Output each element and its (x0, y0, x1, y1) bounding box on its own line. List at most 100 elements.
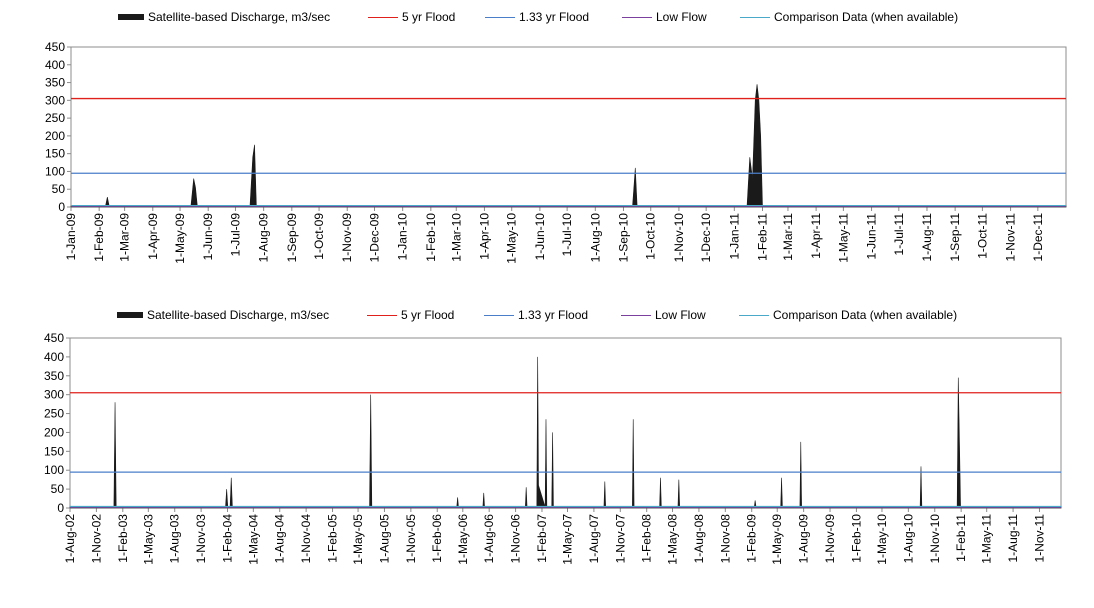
y-tick-label: 100 (45, 164, 65, 178)
legend-label-discharge: Satellite-based Discharge, m3/sec (147, 308, 330, 322)
y-tick-label: 150 (44, 444, 64, 458)
x-tick-label: 1-Feb-05 (326, 514, 340, 563)
x-tick-label: 1-Jan-10 (396, 213, 410, 261)
plot-area: 0 50 100 150 200 250 300 350 400 450 1-Jan-09 1-Feb… (45, 40, 1067, 264)
x-tick-label: 1-Aug-10 (901, 514, 915, 564)
plot-area: 0 50 100 150 200 250 300 350 400 450 1-Aug-02 1-Nov… (44, 331, 1062, 565)
legend-label-discharge: Satellite-based Discharge, m3/sec (148, 10, 331, 24)
x-tick-label: 1-Nov-10 (672, 213, 686, 263)
y-tick-label: 0 (58, 200, 65, 214)
x-tick-label: 1-Feb-06 (430, 514, 444, 563)
legend-swatch-comparison (740, 16, 770, 18)
x-tick-label: 1-Feb-03 (116, 514, 130, 563)
x-tick-label: 1-Apr-10 (477, 213, 491, 260)
chart-legend: Satellite-based Discharge, m3/sec 5 yr F… (0, 0, 1094, 30)
x-tick-label: 1-Aug-03 (168, 514, 182, 564)
x-tick-label: 1-Feb-09 (745, 514, 759, 563)
x-tick-label: 1-Aug-02 (63, 514, 77, 564)
legend-swatch-flood-5yr (368, 16, 398, 18)
legend-item-low-flow: Low Flow (621, 308, 706, 322)
y-tick-label: 200 (44, 425, 64, 439)
x-tick-label: 1-Nov-11 (1032, 514, 1046, 563)
y-tick-label: 250 (44, 407, 64, 421)
x-tick-label: 1-Feb-08 (640, 514, 654, 563)
legend-item-discharge: Satellite-based Discharge, m3/sec (117, 308, 329, 322)
legend-label-comparison: Comparison Data (when available) (773, 308, 958, 322)
legend-swatch-flood-5yr (367, 314, 397, 316)
plot-border (70, 46, 1067, 208)
legend-item-flood-133yr: 1.33 yr Flood (485, 10, 589, 24)
x-tick-label: 1-Feb-09 (92, 213, 106, 262)
x-tick-label: 1-Jul-11 (892, 213, 906, 256)
x-tick-label: 1-Sep-09 (285, 213, 299, 263)
x-tick-label: 1-Aug-09 (797, 514, 811, 564)
legend-label-low-flow: Low Flow (656, 10, 707, 24)
x-tick-label: 1-Aug-04 (273, 514, 287, 564)
x-tick-label: 1-May-10 (875, 514, 889, 565)
y-tick-label: 0 (57, 501, 64, 515)
x-tick-label: 1-May-09 (770, 514, 784, 565)
x-tick-label: 1-Oct-09 (312, 213, 326, 260)
x-tick-label: 1-Jul-09 (228, 213, 242, 257)
legend-item-flood-5yr: 5 yr Flood (368, 10, 455, 24)
y-tick-label: 350 (45, 76, 65, 90)
x-tick-label: 1-Oct-11 (975, 213, 989, 259)
chart-legend: Satellite-based Discharge, m3/sec 5 yr F… (0, 298, 1094, 328)
x-tick-label: 1-Apr-11 (809, 213, 823, 259)
x-tick-label: 1-May-09 (173, 213, 187, 264)
y-tick-label: 200 (45, 129, 65, 143)
plot-border (69, 337, 1062, 509)
x-tick-label: 1-Jun-11 (865, 213, 879, 260)
x-tick-label: 1-May-05 (351, 514, 365, 565)
y-tick-label: 400 (44, 350, 64, 364)
x-tick-label: 1-Aug-08 (692, 514, 706, 564)
legend-swatch-flood-133yr (485, 16, 515, 18)
x-tick-label: 1-Jan-09 (64, 213, 78, 261)
x-tick-label: 1-Nov-03 (194, 514, 208, 564)
legend-item-discharge: Satellite-based Discharge, m3/sec (118, 10, 330, 24)
legend-swatch-discharge (118, 14, 144, 20)
y-tick-label: 350 (44, 369, 64, 383)
x-tick-label: 1-Aug-10 (588, 213, 602, 263)
x-tick-label: 1-Jun-09 (201, 213, 215, 261)
legend-swatch-comparison (739, 314, 769, 316)
x-tick-label: 1-May-11 (980, 514, 994, 564)
discharge-chart-2002-2011: Satellite-based Discharge, m3/sec 5 yr F… (0, 298, 1094, 598)
legend-label-comparison: Comparison Data (when available) (774, 10, 959, 24)
y-tick-label: 300 (44, 388, 64, 402)
x-tick-label: 1-May-06 (456, 514, 470, 565)
legend-swatch-discharge (117, 312, 143, 318)
x-tick-label: 1-Oct-10 (644, 213, 658, 260)
y-tick-label: 50 (52, 182, 66, 196)
x-tick-label: 1-May-03 (141, 514, 155, 565)
x-tick-label: 1-Nov-11 (1004, 213, 1018, 262)
x-tick-label: 1-Nov-06 (509, 514, 523, 564)
x-tick-label: 1-Dec-10 (699, 213, 713, 263)
x-tick-label: 1-Dec-11 (1031, 213, 1045, 262)
x-tick-label: 1-Aug-09 (257, 213, 271, 263)
x-tick-label: 1-Dec-09 (367, 213, 381, 263)
x-tick-label: 1-Nov-05 (404, 514, 418, 564)
x-tick-label: 1-Jul-10 (560, 213, 574, 257)
legend-label-flood-5yr: 5 yr Flood (402, 10, 456, 24)
x-tick-label: 1-Jan-11 (727, 213, 741, 260)
y-tick-label: 250 (45, 111, 65, 125)
legend-label-flood-133yr: 1.33 yr Flood (519, 10, 590, 24)
x-tick-label: 1-Feb-11 (756, 213, 770, 261)
x-tick-label: 1-Feb-11 (954, 514, 968, 562)
x-tick-label: 1-Nov-04 (299, 514, 313, 564)
legend-label-low-flow: Low Flow (655, 308, 706, 322)
legend-label-flood-133yr: 1.33 yr Flood (518, 308, 589, 322)
y-tick-label: 400 (45, 58, 65, 72)
x-tick-label: 1-Nov-09 (823, 514, 837, 564)
legend-item-low-flow: Low Flow (622, 10, 707, 24)
x-tick-label: 1-Aug-11 (920, 213, 934, 262)
legend-swatch-low-flow (621, 314, 651, 316)
x-tick-label: 1-Feb-10 (424, 213, 438, 262)
x-tick-label: 1-Nov-09 (340, 213, 354, 263)
y-tick-label: 100 (44, 463, 64, 477)
x-tick-label: 1-Feb-10 (849, 514, 863, 563)
x-tick-label: 1-Jun-10 (533, 213, 547, 261)
legend-swatch-low-flow (622, 16, 652, 18)
y-tick-label: 300 (45, 93, 65, 107)
